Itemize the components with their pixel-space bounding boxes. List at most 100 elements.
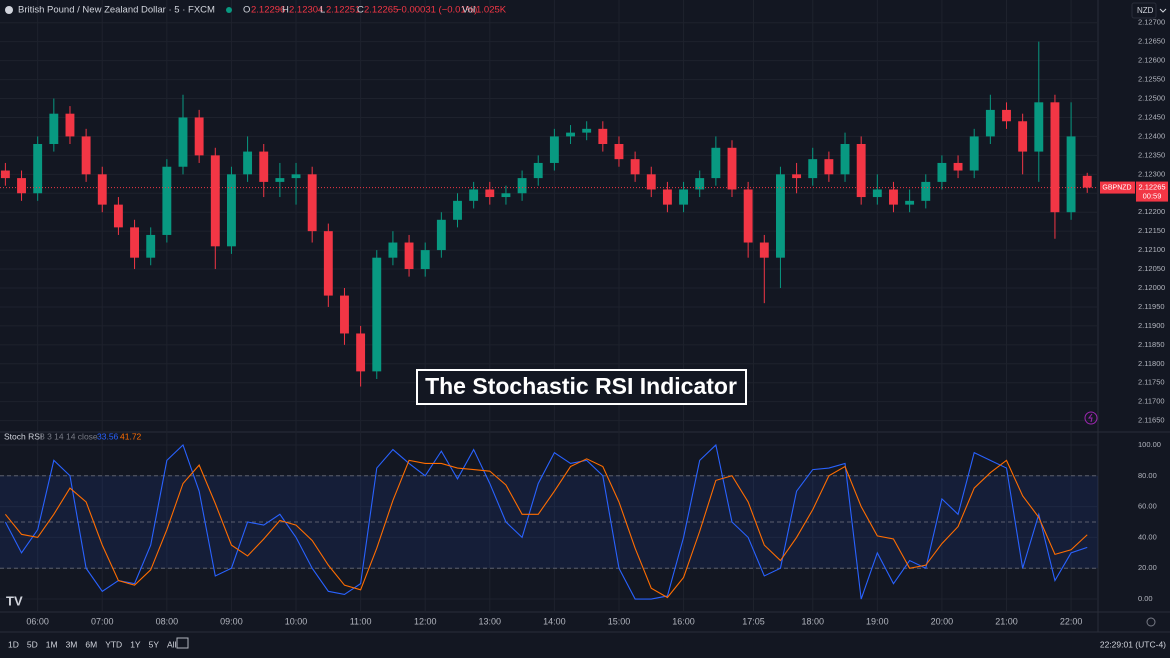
indicator-name: Stoch RSI bbox=[4, 431, 42, 441]
candle-body bbox=[711, 147, 721, 179]
y-tick-label: 2.12400 bbox=[1138, 131, 1165, 140]
y-tick-label: 2.12450 bbox=[1138, 112, 1165, 121]
candle-body bbox=[130, 227, 139, 258]
y-tick-label: 2.11850 bbox=[1138, 340, 1165, 349]
x-tick-label: 07:00 bbox=[91, 616, 114, 626]
x-tick-label: 17:05 bbox=[742, 616, 765, 626]
candle-body bbox=[1050, 102, 1060, 213]
range-button[interactable]: All bbox=[167, 639, 177, 649]
open-label: O bbox=[243, 5, 250, 16]
range-button[interactable]: 5D bbox=[27, 639, 38, 649]
y-tick-label: 2.12100 bbox=[1138, 245, 1165, 254]
calendar-icon[interactable] bbox=[176, 637, 189, 649]
y-tick-label: 100.00 bbox=[1138, 440, 1161, 449]
candle-body bbox=[533, 162, 543, 179]
candle-body bbox=[210, 155, 220, 247]
candle-body bbox=[1018, 121, 1028, 152]
candle-body bbox=[0, 170, 10, 179]
k-value: 33.56 bbox=[97, 431, 119, 441]
range-button[interactable]: 3M bbox=[66, 639, 78, 649]
x-tick-label: 21:00 bbox=[995, 616, 1018, 626]
y-tick-label: 2.12500 bbox=[1138, 94, 1165, 103]
candle-body bbox=[662, 189, 672, 205]
candle-body bbox=[113, 204, 123, 228]
price-tag-label: 2.12265 bbox=[1138, 183, 1165, 192]
y-tick-label: 80.00 bbox=[1138, 471, 1157, 480]
candle-body bbox=[372, 257, 382, 372]
range-button[interactable]: 1M bbox=[46, 639, 58, 649]
candle-body bbox=[759, 242, 769, 258]
candle-body bbox=[792, 174, 802, 179]
settings-icon[interactable] bbox=[1146, 617, 1156, 627]
symbol-icon bbox=[5, 6, 13, 14]
alert-bolt[interactable] bbox=[1088, 413, 1093, 423]
toolbar: 1D 5D 1M 3M 6M YTD 1Y 5Y All bbox=[8, 639, 177, 649]
range-button[interactable]: 1D bbox=[8, 639, 19, 649]
candle-body bbox=[146, 234, 156, 258]
y-tick-label: 2.12550 bbox=[1138, 75, 1165, 84]
candle-body bbox=[388, 242, 398, 258]
currency-caret[interactable] bbox=[1159, 8, 1167, 13]
x-tick-label: 18:00 bbox=[801, 616, 824, 626]
candle-body bbox=[582, 128, 592, 133]
x-tick-label: 22:00 bbox=[1060, 616, 1083, 626]
logo[interactable]: TV bbox=[6, 593, 23, 608]
range-button[interactable]: 5Y bbox=[149, 639, 160, 649]
alert-icon[interactable] bbox=[1084, 411, 1098, 425]
candle-body bbox=[953, 162, 963, 171]
range-button[interactable]: 6M bbox=[85, 639, 97, 649]
y-tick-label: 0.00 bbox=[1138, 594, 1153, 603]
y-tick-label: 2.12350 bbox=[1138, 150, 1165, 159]
candle-body bbox=[323, 231, 333, 296]
currency-box[interactable] bbox=[1131, 2, 1157, 19]
range-button[interactable]: YTD bbox=[105, 639, 122, 649]
candle-body bbox=[291, 174, 301, 179]
candle-body bbox=[1066, 136, 1076, 213]
y-tick-label: 2.11650 bbox=[1138, 416, 1165, 425]
y-tick-label: 2.11900 bbox=[1138, 321, 1165, 330]
range-button[interactable]: 1Y bbox=[130, 639, 141, 649]
symbol-title: British Pound / New Zealand Dollar · 5 ·… bbox=[18, 5, 215, 16]
close-value: 2.12265 bbox=[364, 5, 398, 16]
y-tick-label: 2.12150 bbox=[1138, 226, 1165, 235]
candle-body bbox=[33, 144, 43, 194]
change: −0.00031 (−0.01%) bbox=[396, 5, 477, 16]
y-tick-label: 40.00 bbox=[1138, 532, 1157, 541]
ticker-tag bbox=[1100, 181, 1135, 194]
x-tick-label: 08:00 bbox=[156, 616, 179, 626]
candle-body bbox=[630, 159, 640, 175]
candle-body bbox=[824, 159, 834, 175]
stoch-line bbox=[4, 458, 1088, 599]
candle-body bbox=[17, 178, 26, 194]
countdown: 00:59 bbox=[1143, 192, 1162, 201]
y-tick-label: 2.12000 bbox=[1138, 283, 1165, 292]
y-tick-label: 2.11750 bbox=[1138, 378, 1165, 387]
x-tick-label: 11:00 bbox=[350, 616, 372, 626]
x-tick-label: 12:00 bbox=[414, 616, 437, 626]
close-label: C bbox=[357, 5, 364, 16]
candle-body bbox=[727, 147, 737, 190]
low-value: 2.12251 bbox=[326, 5, 360, 16]
y-tick-label: 2.12200 bbox=[1138, 207, 1165, 216]
candle-body bbox=[549, 136, 559, 163]
overlay-box bbox=[416, 369, 747, 405]
candle-body bbox=[921, 181, 931, 201]
currency[interactable]: NZD bbox=[1137, 6, 1154, 15]
candle-body bbox=[872, 189, 882, 198]
y-tick-label: 2.11950 bbox=[1138, 302, 1165, 311]
x-tick-label: 14:00 bbox=[543, 616, 566, 626]
y-tick-label: 20.00 bbox=[1138, 563, 1157, 572]
x-tick-label: 06:00 bbox=[26, 616, 49, 626]
candle-body bbox=[453, 200, 462, 220]
candle-body bbox=[243, 151, 253, 175]
candle-body bbox=[194, 117, 204, 156]
candle-body bbox=[469, 189, 479, 201]
candle-body bbox=[65, 113, 75, 137]
candle-body bbox=[501, 193, 511, 198]
vol-value: 1.025K bbox=[476, 5, 507, 16]
candle-body bbox=[614, 144, 624, 160]
d-value: 41.72 bbox=[120, 431, 142, 441]
